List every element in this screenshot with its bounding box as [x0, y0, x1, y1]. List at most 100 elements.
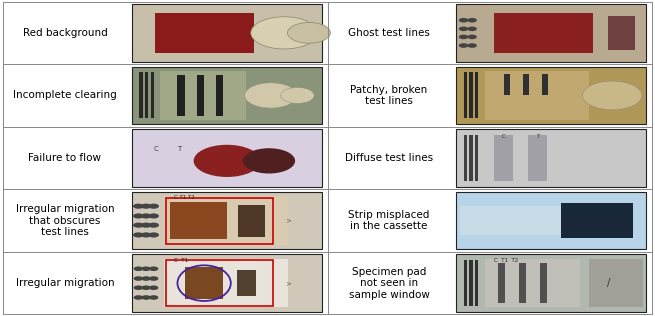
Bar — [196, 75, 204, 116]
Circle shape — [243, 148, 295, 173]
Bar — [164, 259, 288, 307]
Bar — [475, 135, 478, 181]
Circle shape — [148, 213, 159, 219]
Bar — [166, 260, 272, 306]
Bar — [469, 72, 473, 118]
Circle shape — [141, 276, 151, 281]
Circle shape — [468, 43, 477, 48]
Circle shape — [134, 266, 143, 271]
Bar — [519, 263, 527, 303]
Text: /: / — [607, 278, 610, 288]
Text: Red background: Red background — [22, 28, 107, 38]
Bar — [140, 72, 143, 118]
Circle shape — [458, 18, 468, 22]
Bar — [540, 263, 548, 303]
Bar — [132, 254, 322, 312]
Text: Incomplete clearing: Incomplete clearing — [13, 90, 117, 100]
Circle shape — [148, 204, 159, 209]
Bar — [215, 75, 223, 116]
Text: Specimen pad
not seen in
sample window: Specimen pad not seen in sample window — [348, 266, 430, 300]
Bar — [464, 72, 467, 118]
Text: Diffuse test lines: Diffuse test lines — [345, 153, 433, 163]
Bar — [132, 192, 322, 249]
Bar — [469, 135, 473, 181]
Bar — [236, 270, 255, 296]
Bar — [494, 13, 593, 53]
Circle shape — [134, 295, 143, 300]
Bar — [494, 135, 513, 181]
Circle shape — [134, 276, 143, 281]
Text: Irregular migration: Irregular migration — [16, 278, 114, 288]
Circle shape — [458, 27, 468, 31]
Bar — [166, 198, 272, 244]
Bar — [460, 206, 574, 235]
Circle shape — [133, 213, 143, 219]
Text: Ghost test lines: Ghost test lines — [348, 28, 430, 38]
Bar — [608, 15, 635, 50]
Bar — [456, 67, 646, 124]
Text: Failure to flow: Failure to flow — [28, 153, 102, 163]
Circle shape — [468, 27, 477, 31]
Text: Irregular migration
that obscures
test lines: Irregular migration that obscures test l… — [16, 204, 114, 237]
Text: T: T — [178, 146, 181, 152]
Bar — [475, 260, 478, 306]
Circle shape — [141, 232, 151, 238]
Circle shape — [148, 232, 159, 238]
Bar — [155, 13, 253, 53]
Circle shape — [133, 204, 143, 209]
Circle shape — [141, 266, 151, 271]
Circle shape — [288, 22, 330, 43]
Circle shape — [141, 285, 151, 290]
Text: C T1 T2: C T1 T2 — [174, 195, 195, 200]
Bar — [469, 260, 473, 306]
Circle shape — [458, 34, 468, 39]
Bar — [238, 205, 265, 237]
Circle shape — [141, 213, 151, 219]
Circle shape — [133, 232, 143, 238]
Circle shape — [141, 204, 151, 209]
Bar — [456, 254, 646, 312]
Bar — [475, 72, 478, 118]
Bar — [464, 260, 467, 306]
Bar — [151, 72, 154, 118]
Text: >: > — [285, 280, 291, 286]
Bar — [132, 129, 322, 187]
Bar — [590, 259, 643, 307]
Bar — [529, 135, 548, 181]
Circle shape — [194, 145, 261, 177]
Circle shape — [133, 222, 143, 228]
Bar — [504, 74, 510, 95]
Circle shape — [141, 222, 151, 228]
Bar — [523, 74, 529, 95]
Text: C: C — [154, 146, 159, 152]
Circle shape — [149, 266, 159, 271]
Circle shape — [468, 34, 477, 39]
Bar — [456, 4, 646, 62]
Circle shape — [458, 43, 468, 48]
Circle shape — [244, 83, 297, 108]
Bar — [542, 74, 548, 95]
Circle shape — [134, 285, 143, 290]
Bar — [498, 263, 506, 303]
Bar — [178, 75, 185, 116]
Circle shape — [149, 285, 159, 290]
Circle shape — [281, 88, 314, 103]
Text: C  T1: C T1 — [174, 258, 187, 263]
Text: C  T1  T2: C T1 T2 — [494, 258, 518, 263]
Bar — [164, 197, 288, 245]
Bar — [132, 4, 322, 62]
Bar — [456, 129, 646, 187]
Bar — [485, 259, 580, 307]
Circle shape — [149, 295, 159, 300]
Circle shape — [468, 18, 477, 22]
Text: Strip misplaced
in the cassette: Strip misplaced in the cassette — [348, 210, 430, 231]
Circle shape — [141, 295, 151, 300]
Bar — [170, 202, 227, 239]
Bar — [160, 71, 246, 119]
Bar — [145, 72, 149, 118]
Bar — [561, 203, 633, 238]
Bar — [464, 135, 467, 181]
Text: C: C — [502, 134, 506, 139]
Text: T: T — [536, 134, 540, 139]
Circle shape — [148, 222, 159, 228]
